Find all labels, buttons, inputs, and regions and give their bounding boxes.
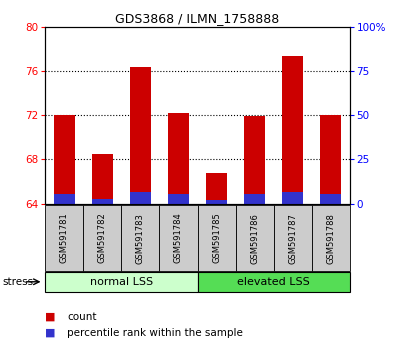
Bar (130, 68, 151, 204)
Text: GSM591786: GSM591786 (250, 213, 259, 263)
Bar (160, 205, 198, 271)
Text: GSM591782: GSM591782 (98, 213, 107, 263)
Text: elevated LSS: elevated LSS (237, 277, 310, 287)
Bar (206, 200, 227, 204)
Bar (168, 194, 189, 204)
Text: GSM591783: GSM591783 (136, 213, 145, 263)
Bar (235, 205, 274, 271)
Text: ■: ■ (45, 328, 56, 338)
Text: percentile rank within the sample: percentile rank within the sample (67, 328, 243, 338)
Text: normal LSS: normal LSS (90, 277, 153, 287)
Bar (92, 154, 113, 204)
Bar (206, 172, 227, 204)
Text: GSM591785: GSM591785 (212, 213, 221, 263)
Bar (282, 193, 303, 204)
Text: GSM591788: GSM591788 (326, 213, 335, 263)
Bar (83, 205, 122, 271)
Title: GDS3868 / ILMN_1758888: GDS3868 / ILMN_1758888 (115, 12, 280, 25)
Bar (54, 194, 75, 204)
Bar (244, 194, 265, 204)
Bar (92, 199, 113, 204)
Bar (320, 194, 341, 204)
Text: GSM591781: GSM591781 (60, 213, 69, 263)
Bar (54, 115, 75, 204)
Bar (168, 113, 189, 204)
Bar (45, 205, 83, 271)
Bar (244, 116, 265, 204)
Text: GSM591784: GSM591784 (174, 213, 183, 263)
Bar (130, 193, 151, 204)
Bar (320, 115, 341, 204)
Text: GSM591787: GSM591787 (288, 213, 297, 263)
Text: ■: ■ (45, 312, 56, 322)
Text: count: count (67, 312, 97, 322)
Bar (312, 205, 350, 271)
Bar (45, 272, 198, 292)
Bar (282, 56, 303, 204)
Bar (122, 205, 160, 271)
Text: stress: stress (2, 277, 33, 287)
Bar (198, 205, 235, 271)
Bar (273, 205, 312, 271)
Bar (198, 272, 350, 292)
